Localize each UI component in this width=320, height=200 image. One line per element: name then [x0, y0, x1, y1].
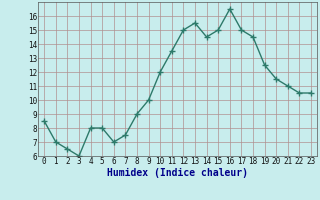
X-axis label: Humidex (Indice chaleur): Humidex (Indice chaleur)	[107, 168, 248, 178]
